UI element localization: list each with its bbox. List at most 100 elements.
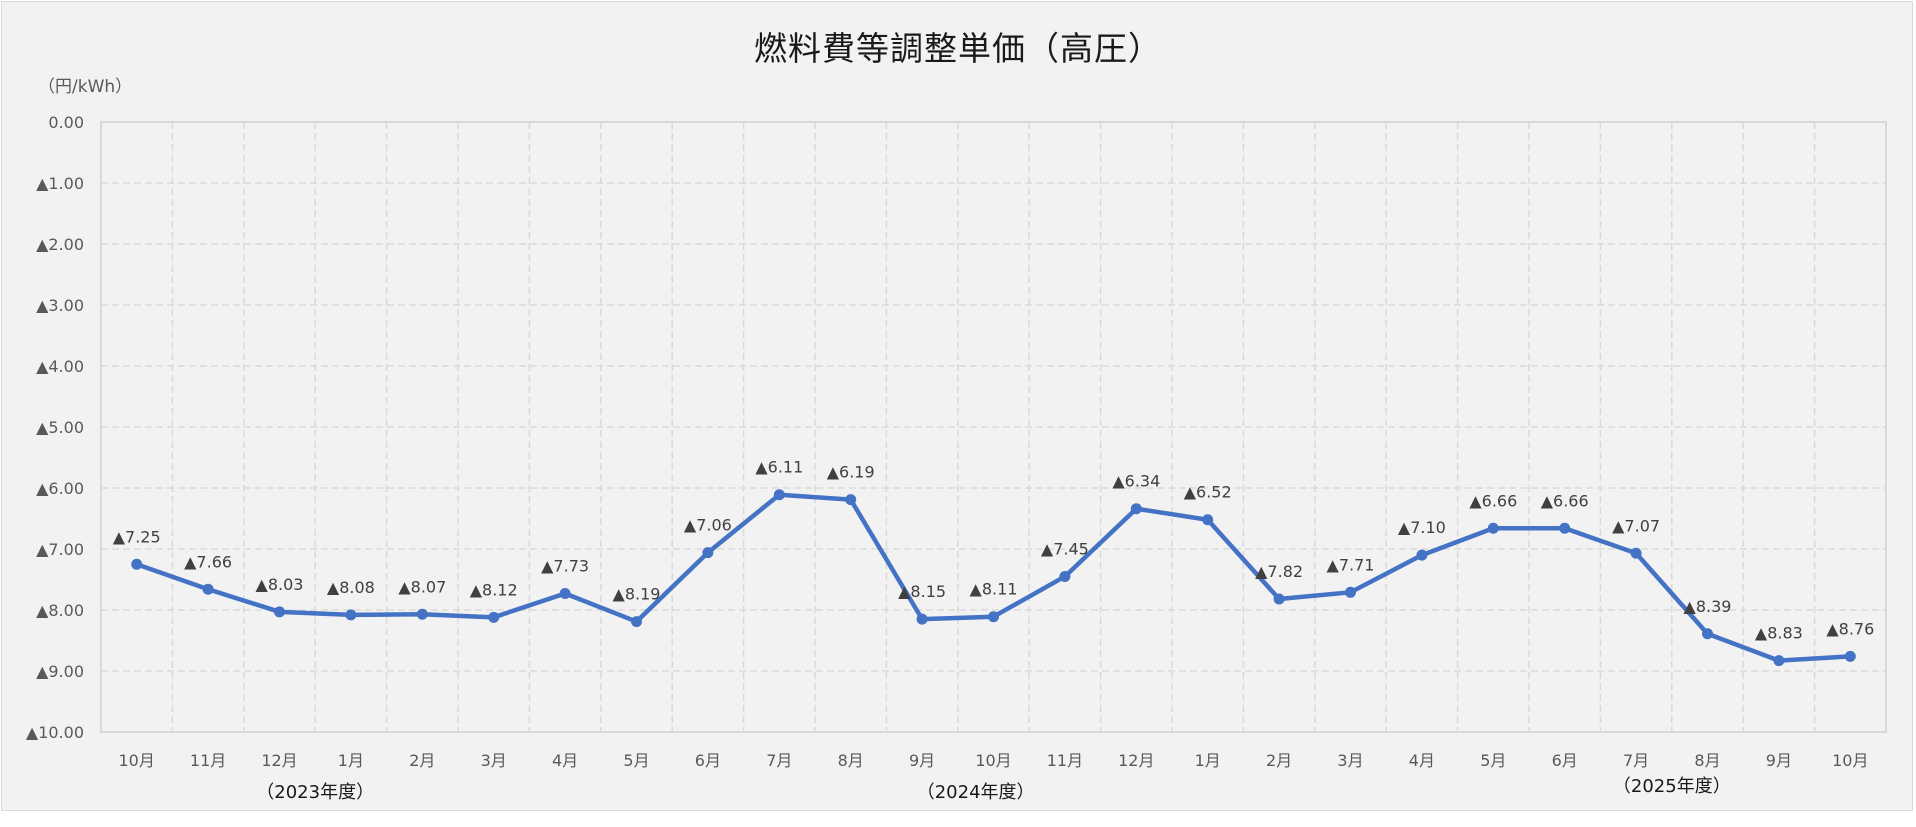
data-point-marker	[1130, 503, 1142, 515]
y-tick-label: ▲5.00	[36, 418, 84, 437]
data-point-marker	[202, 583, 214, 595]
data-label: ▲6.19	[827, 463, 875, 482]
data-label: ▲6.34	[1112, 472, 1160, 491]
y-tick-label: ▲9.00	[36, 662, 84, 681]
data-label: ▲6.52	[1184, 483, 1232, 502]
x-tick-label: 9月	[1766, 751, 1792, 770]
y-tick-label: ▲2.00	[36, 235, 84, 254]
series-line	[135, 492, 1851, 663]
x-tick-label: 6月	[1552, 751, 1578, 770]
y-tick-label: ▲10.00	[26, 723, 84, 742]
data-label: ▲8.12	[470, 580, 518, 599]
data-point-marker	[1630, 547, 1642, 559]
data-label: ▲8.19	[613, 585, 661, 604]
x-axis-ticks: 10月 11月 12月 1月 2月 3月 4月 5月 6月 7月 8月 9月 10月 11月 12月 1月 2月…	[119, 751, 1869, 770]
data-point-marker	[702, 547, 714, 559]
data-point-marker	[1416, 549, 1428, 561]
data-point-marker	[1345, 586, 1356, 598]
x-tick-label: 5月	[623, 751, 649, 770]
data-point-marker	[416, 608, 428, 620]
x-tick-label: 7月	[1623, 751, 1649, 770]
x-tick-label: 1月	[1195, 751, 1221, 770]
gridlines	[101, 122, 1886, 732]
y-tick-label: ▲6.00	[36, 479, 84, 498]
data-label: ▲7.82	[1255, 562, 1303, 581]
x-tick-label: 4月	[1409, 751, 1435, 770]
data-point-marker	[1059, 570, 1071, 582]
x-tick-label: 10月	[975, 751, 1011, 770]
data-label: ▲6.66	[1469, 491, 1517, 510]
data-point-marker	[916, 613, 928, 625]
plot-area-border	[100, 121, 1887, 733]
data-point-marker	[1844, 650, 1856, 662]
y-axis-ticks: 0.00 ▲1.00 ▲2.00 ▲3.00 ▲4.00 ▲5.00 ▲6.00 ▲7.00 ▲…	[26, 113, 84, 742]
data-point-marker	[559, 588, 571, 600]
fiscal-year-label: （2023年度）	[256, 782, 374, 803]
data-point-marker	[1202, 514, 1214, 526]
x-tick-label: 6月	[695, 751, 721, 770]
data-point-marker	[631, 616, 642, 628]
y-tick-label: ▲4.00	[36, 357, 84, 376]
x-tick-label: 2月	[1266, 751, 1292, 770]
data-point-marker	[488, 611, 500, 623]
data-label: ▲7.07	[1612, 516, 1660, 535]
data-label: ▲8.83	[1755, 624, 1803, 643]
data-label: ▲6.11	[755, 458, 803, 477]
x-tick-label: 5月	[1480, 751, 1506, 770]
data-label: ▲7.25	[113, 527, 161, 546]
x-tick-label: 1月	[338, 751, 364, 770]
data-point-marker	[845, 494, 857, 506]
y-tick-label: 0.00	[48, 113, 84, 132]
fiscal-year-labels: （2023年度） （2024年度） （2025年度）	[256, 776, 1730, 803]
data-series	[131, 489, 1856, 667]
x-tick-label: 4月	[552, 751, 578, 770]
data-label: ▲8.07	[398, 577, 446, 596]
x-tick-label: 7月	[766, 751, 792, 770]
data-point-marker	[988, 611, 999, 623]
y-axis-unit-label: （円/kWh）	[38, 77, 133, 97]
data-point-marker	[1702, 628, 1713, 640]
x-tick-label: 11月	[190, 751, 226, 770]
data-point-marker	[1559, 522, 1571, 534]
x-tick-label: 9月	[909, 751, 935, 770]
x-tick-label: 10月	[119, 751, 155, 770]
data-label: ▲8.08	[327, 578, 375, 597]
data-label: ▲7.45	[1041, 539, 1089, 558]
x-tick-label: 8月	[1694, 751, 1720, 770]
data-point-marker	[131, 558, 143, 570]
x-tick-label: 8月	[838, 751, 864, 770]
data-label: ▲7.66	[184, 552, 232, 571]
x-tick-label: 11月	[1047, 751, 1083, 770]
fiscal-year-label: （2024年度）	[917, 782, 1035, 803]
data-label: ▲7.73	[541, 557, 589, 576]
data-label: ▲8.11	[970, 580, 1018, 599]
x-tick-label: 12月	[1118, 751, 1154, 770]
y-tick-label: ▲1.00	[36, 174, 84, 193]
y-tick-label: ▲3.00	[36, 296, 84, 315]
data-point-marker	[345, 609, 357, 621]
y-tick-label: ▲7.00	[36, 540, 84, 559]
data-label: ▲7.71	[1327, 555, 1375, 574]
data-point-marker	[1273, 593, 1285, 605]
chart-frame	[1, 1, 1913, 811]
data-point-marker	[274, 606, 285, 618]
fiscal-year-label: （2025年度）	[1613, 776, 1731, 797]
chart-title: 燃料費等調整単価（高圧）	[754, 29, 1162, 68]
x-tick-label: 3月	[481, 751, 507, 770]
data-labels: ▲7.25 ▲7.66 ▲8.03 ▲8.08 ▲8.07 ▲8.12 ▲7.73 ▲8.19…	[113, 458, 1875, 643]
data-label: ▲6.66	[1541, 491, 1589, 510]
x-tick-label: 3月	[1337, 751, 1363, 770]
data-label: ▲7.10	[1398, 518, 1446, 537]
data-label: ▲8.76	[1826, 619, 1874, 638]
x-tick-label: 10月	[1832, 751, 1868, 770]
data-point-marker	[773, 489, 785, 501]
data-label: ▲7.06	[684, 516, 732, 535]
data-label: ▲8.15	[898, 582, 946, 601]
data-label: ▲8.03	[256, 575, 304, 594]
data-point-marker	[1487, 522, 1499, 534]
data-label: ▲8.39	[1684, 597, 1732, 616]
x-tick-label: 2月	[409, 751, 435, 770]
x-tick-label: 12月	[261, 751, 297, 770]
data-point-marker	[1773, 655, 1785, 667]
